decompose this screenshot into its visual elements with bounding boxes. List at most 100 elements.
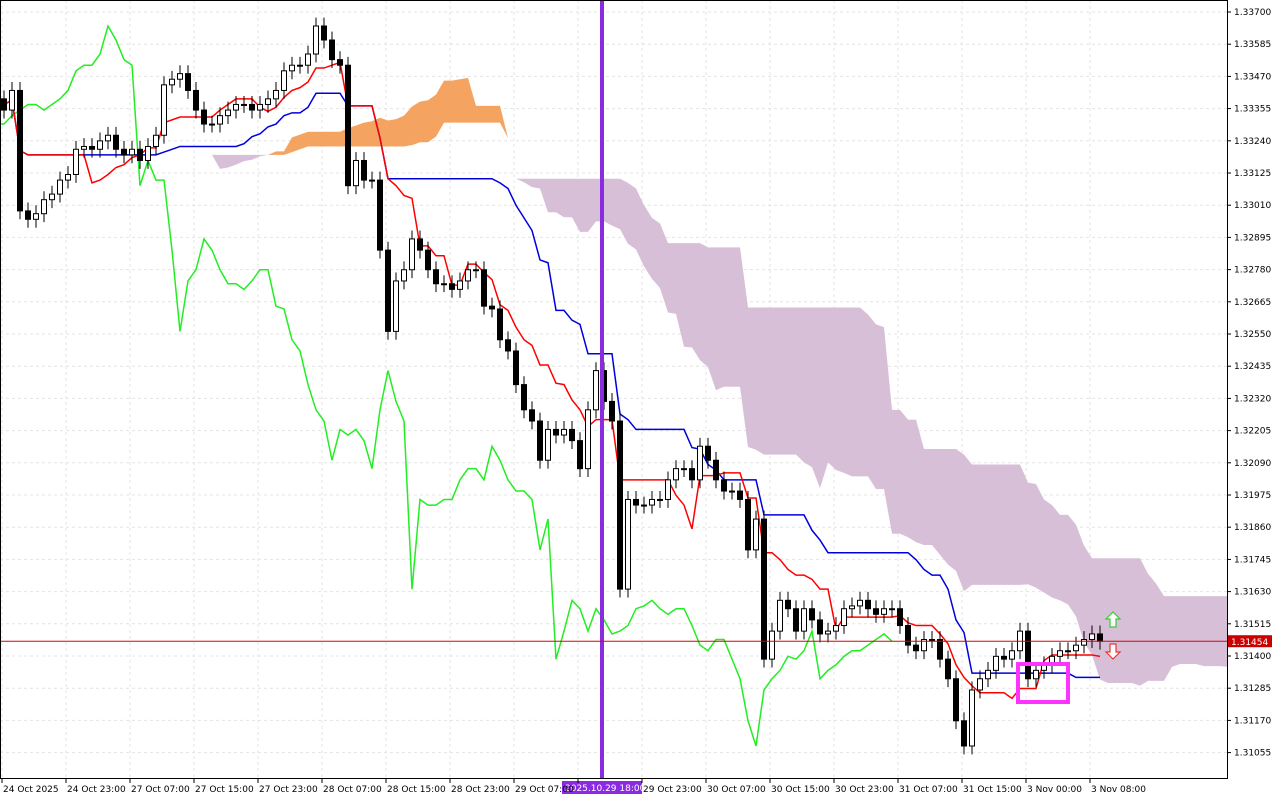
cloud-segment: [980, 464, 988, 585]
x-tick-label: 30 Oct 15:00: [771, 785, 830, 795]
candle-bearish: [113, 134, 119, 150]
x-tick-label: 24 Oct 23:00: [67, 785, 126, 795]
candle-bearish: [913, 644, 919, 652]
cloud-segment: [284, 137, 292, 155]
cloud-segment: [996, 464, 1004, 585]
candle-bullish: [641, 504, 647, 507]
cloud-segment: [884, 327, 892, 534]
candle-bullish: [129, 148, 135, 156]
candle-bearish: [1, 98, 7, 111]
cloud-segment: [1004, 464, 1012, 585]
cloud-segment: [916, 419, 924, 545]
cloud-segment: [604, 178, 612, 226]
cloud-segment: [612, 178, 620, 230]
cloud-segment: [708, 247, 716, 391]
cloud-segment: [732, 247, 740, 387]
candle-bearish: [385, 249, 391, 332]
candle-bullish: [441, 283, 447, 286]
candle-bearish: [489, 305, 495, 310]
candle-bullish: [649, 498, 655, 506]
candle-bullish: [369, 179, 375, 182]
candle-bullish: [673, 468, 679, 481]
candle-bearish: [569, 428, 575, 442]
x-tick-label: 24 Oct 2025: [3, 785, 59, 795]
cloud-segment: [396, 115, 404, 147]
time-marker-label: 2025.10.29 18:00: [565, 784, 646, 794]
cloud-segment: [820, 307, 828, 489]
candle-bullish: [409, 238, 415, 271]
cloud-segment: [1076, 524, 1084, 643]
y-tick-label: 1.31630: [1234, 588, 1271, 598]
y-tick-label: 1.31285: [1234, 684, 1271, 694]
candle-bullish: [561, 428, 567, 436]
candle-bearish: [361, 159, 367, 181]
cloud-segment: [1140, 558, 1148, 686]
candle-bearish: [505, 339, 511, 352]
candle-bearish: [721, 479, 727, 492]
candle-bullish: [769, 630, 775, 660]
candle-bullish: [585, 409, 591, 470]
candle-bearish: [609, 400, 615, 422]
candle-bearish: [617, 420, 623, 590]
cloud-segment: [1036, 484, 1044, 593]
candle-bullish: [921, 639, 927, 652]
candle-bullish: [233, 103, 239, 111]
candle-bearish: [433, 269, 439, 285]
current-price-label-bg: [1228, 635, 1272, 648]
cloud-segment: [308, 131, 316, 147]
candle-bullish: [457, 280, 463, 290]
cloud-segment: [324, 131, 332, 147]
indicator-lines: [0, 24, 1101, 747]
candle-bullish: [1057, 650, 1063, 657]
tenkan-sen-line: [3, 61, 1101, 700]
cloud-segment: [468, 77, 476, 123]
cloud-segment: [764, 307, 772, 455]
cloud-segment: [1092, 558, 1100, 680]
cloud-segment: [948, 449, 956, 571]
candle-bullish: [97, 140, 103, 150]
candle-bullish: [833, 625, 839, 632]
candle-bullish: [665, 479, 671, 500]
candle-bullish: [993, 655, 999, 671]
cloud-segment: [372, 117, 380, 147]
x-tick-label: 27 Oct 15:00: [195, 785, 254, 795]
candle-bearish: [137, 148, 143, 161]
cloud-segment: [700, 243, 708, 368]
candle-bullish: [777, 599, 783, 632]
cloud-segment: [572, 178, 580, 232]
cloud-segment: [212, 154, 220, 169]
candle-bearish: [1025, 630, 1031, 680]
cloud-segment: [684, 243, 692, 348]
candle-bullish: [753, 518, 759, 551]
candle-bearish: [1097, 633, 1103, 642]
candle-bullish: [801, 608, 807, 632]
candle-bearish: [201, 109, 207, 125]
y-tick-label: 1.32780: [1234, 266, 1271, 276]
cloud-segment: [1164, 596, 1172, 681]
cloud-segment: [588, 178, 596, 232]
candle-bullish: [473, 269, 479, 272]
cloud-segment: [868, 314, 876, 489]
cloud-segment: [1196, 596, 1204, 667]
x-tick-label: 3 Nov 08:00: [1091, 785, 1146, 795]
candle-bullish: [889, 608, 895, 611]
candle-bearish: [417, 238, 423, 251]
candle-bearish: [945, 658, 951, 680]
cloud-segment: [836, 307, 844, 473]
cloud-segment: [852, 307, 860, 477]
candle-bullish: [353, 159, 359, 187]
y-tick-label: 1.31745: [1234, 555, 1271, 565]
y-tick-label: 1.33700: [1234, 8, 1271, 18]
candle-bearish: [745, 498, 751, 551]
candle-bearish: [1001, 655, 1007, 660]
cloud-segment: [292, 134, 300, 153]
cloud-segment: [132, 100, 140, 105]
current-price-label: 1.31454: [1231, 638, 1268, 648]
cloud-segment: [748, 307, 756, 450]
candle-bearish: [329, 39, 335, 61]
y-tick-label: 1.33125: [1234, 169, 1271, 179]
candle-bearish: [793, 608, 799, 632]
y-tick-label: 1.31400: [1234, 652, 1271, 662]
